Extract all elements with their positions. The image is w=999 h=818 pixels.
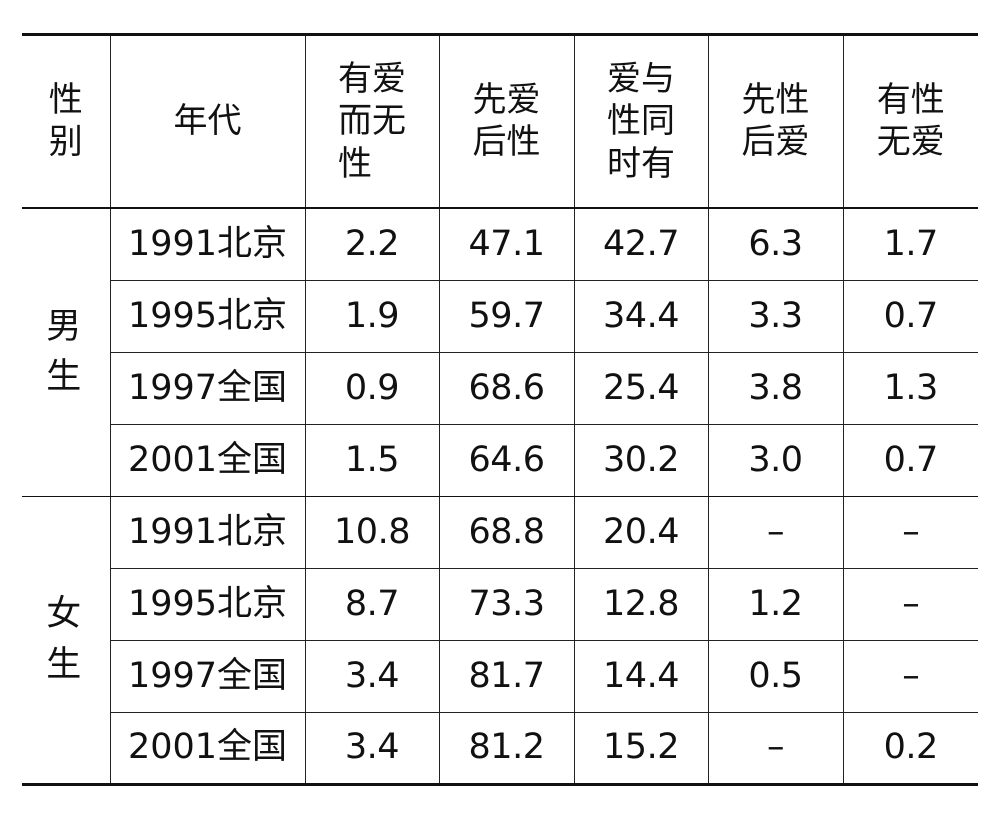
value-cell: 3.4 [304,711,440,786]
value-cell: 3.3 [707,279,844,353]
gender-cell-female: 女 生 [22,495,111,786]
value-cell: 1.9 [304,279,440,353]
table-row: 男 生 1991北京 2.2 47.1 42.7 6.3 1.7 [22,207,978,497]
value-cell: 14.4 [573,639,709,713]
value-cell: 68.8 [438,495,575,569]
value-cell: 1.7 [842,207,978,281]
value-cell: 12.8 [573,567,709,641]
table-row: 1995北京 1.9 59.7 34.4 3.3 0.7 [22,279,978,353]
era-cell: 1991北京 [109,495,306,569]
value-cell: 1.2 [707,567,844,641]
value-cell: 1.3 [842,351,978,425]
value-cell: – [707,495,844,569]
value-cell: 0.5 [707,639,844,713]
value-cell: 47.1 [438,207,575,281]
era-cell: 1995北京 [110,279,306,353]
table-header: 性 别 年代 有爱 而无 性 先爱 后性 爱与 性同 时有 先性 后爱 有性 无… [22,33,978,209]
value-cell: 3.0 [707,423,844,497]
value-cell: 6.3 [707,207,844,281]
era-cell: 1997全国 [110,351,306,425]
table-row: 1997全国 0.9 68.6 25.4 3.8 1.3 [22,351,978,425]
table-row: 1995北京 8.7 73.3 12.8 1.2 – [22,567,978,641]
male-group: 男 生 1991北京 2.2 47.1 42.7 6.3 1.7 1995北京 … [22,207,978,497]
value-cell: 81.7 [438,639,575,713]
value-cell: 0.2 [842,711,978,786]
value-cell: 42.7 [573,207,709,281]
value-cell: 1.5 [304,423,440,497]
statistics-table: 性 别 年代 有爱 而无 性 先爱 后性 爱与 性同 时有 先性 后爱 有性 无… [22,33,978,786]
value-cell: 64.6 [438,423,575,497]
value-cell: 73.3 [438,567,575,641]
value-cell: 0.7 [842,423,978,497]
value-cell: 20.4 [573,495,709,569]
value-cell: – [707,711,844,786]
value-cell: 15.2 [573,711,709,786]
header-row: 性 别 年代 有爱 而无 性 先爱 后性 爱与 性同 时有 先性 后爱 有性 无… [22,33,978,209]
header-gender: 性 别 [22,33,111,209]
header-era: 年代 [109,33,306,209]
era-cell: 2001全国 [110,711,306,786]
table-row: 2001全国 3.4 81.2 15.2 – 0.2 [22,711,978,786]
value-cell: 34.4 [573,279,709,353]
header-sex-no-love: 有性 无爱 [842,33,978,209]
female-group: 女 生 1991北京 10.8 68.8 20.4 – – 1995北京 8.7… [22,495,978,786]
header-love-then-sex: 先爱 后性 [438,33,575,209]
era-cell: 1991北京 [109,207,306,281]
value-cell: 59.7 [438,279,575,353]
value-cell: 2.2 [304,207,440,281]
header-sex-then-love: 先性 后爱 [707,33,844,209]
value-cell: 25.4 [573,351,709,425]
era-cell: 1995北京 [110,567,306,641]
value-cell: 68.6 [438,351,575,425]
table-row: 2001全国 1.5 64.6 30.2 3.0 0.7 [22,423,978,497]
table-row: 1997全国 3.4 81.7 14.4 0.5 – [22,639,978,713]
value-cell: 8.7 [304,567,440,641]
value-cell: – [842,495,978,569]
value-cell: 81.2 [438,711,575,786]
header-love-and-sex: 爱与 性同 时有 [573,33,709,209]
value-cell: – [842,567,978,641]
value-cell: 0.9 [304,351,440,425]
value-cell: 10.8 [304,495,440,569]
value-cell: 3.8 [707,351,844,425]
value-cell: – [842,639,978,713]
header-love-no-sex: 有爱 而无 性 [304,33,440,209]
table-row: 女 生 1991北京 10.8 68.8 20.4 – – [22,495,978,786]
gender-cell-male: 男 生 [22,207,111,497]
era-cell: 1997全国 [110,639,306,713]
value-cell: 3.4 [304,639,440,713]
value-cell: 0.7 [842,279,978,353]
era-cell: 2001全国 [110,423,306,497]
value-cell: 30.2 [573,423,709,497]
